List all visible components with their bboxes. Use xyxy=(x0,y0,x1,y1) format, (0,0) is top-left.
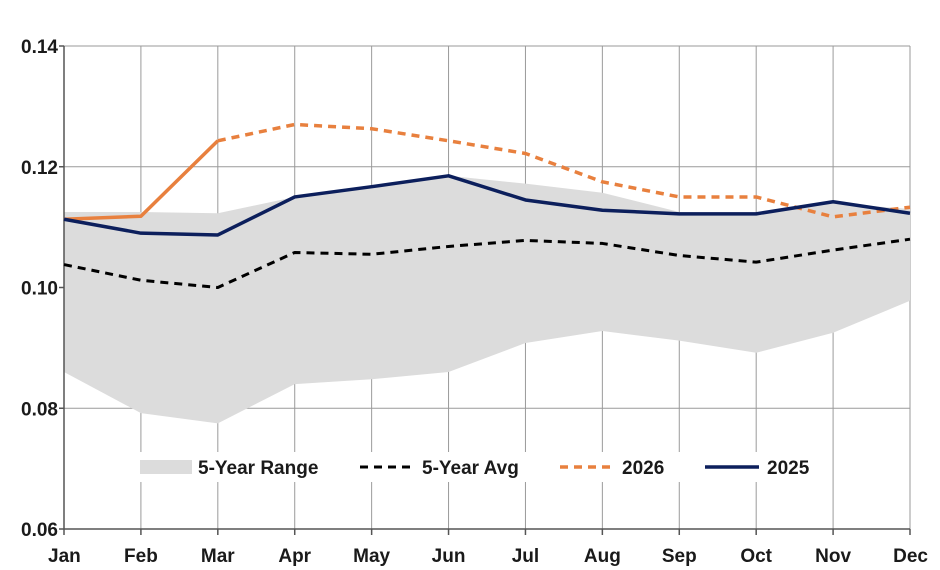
x-tick-label: Sep xyxy=(662,546,697,567)
x-tick-label: May xyxy=(353,546,390,567)
x-tick-label: Jan xyxy=(48,546,81,567)
x-tick-label: Mar xyxy=(201,546,235,567)
tick-labels: 0.06 0.08 0.10 0.12 0.14 Jan Feb Mar Apr May Jun Ju… xyxy=(21,37,928,567)
axes xyxy=(59,45,911,535)
legend-label-2025: 2025 xyxy=(767,458,810,479)
y-tick-label: 0.06 xyxy=(21,520,58,541)
range-band-layer xyxy=(64,175,910,424)
y-tick-label: 0.08 xyxy=(21,399,58,420)
x-tick-label: Oct xyxy=(740,546,772,567)
x-tick-label: Nov xyxy=(815,546,851,567)
legend-label-range: 5-Year Range xyxy=(198,458,318,479)
y-tick-label: 0.12 xyxy=(21,158,58,179)
legend-label-2026: 2026 xyxy=(622,458,664,479)
legend-swatch-range xyxy=(140,460,192,474)
y-tick-label: 0.14 xyxy=(21,37,58,58)
x-tick-label: Jun xyxy=(432,546,466,567)
series-line-2026-solid xyxy=(63,139,220,222)
legend: 5-Year Range 5-Year Avg 2026 2025 xyxy=(128,452,828,482)
range-band xyxy=(64,175,910,424)
series-line-2025 xyxy=(63,174,911,237)
x-tick-label: Jul xyxy=(512,546,539,567)
x-tick-label: Feb xyxy=(124,546,158,567)
y-tick-label: 0.10 xyxy=(21,279,58,300)
x-tick-label: Aug xyxy=(584,546,621,567)
x-tick-label: Apr xyxy=(278,546,311,567)
series-layer xyxy=(63,122,911,289)
legend-label-5yr-avg: 5-Year Avg xyxy=(422,458,519,479)
series-line-5-year-avg xyxy=(63,237,911,289)
x-tick-label: Dec xyxy=(893,546,928,567)
